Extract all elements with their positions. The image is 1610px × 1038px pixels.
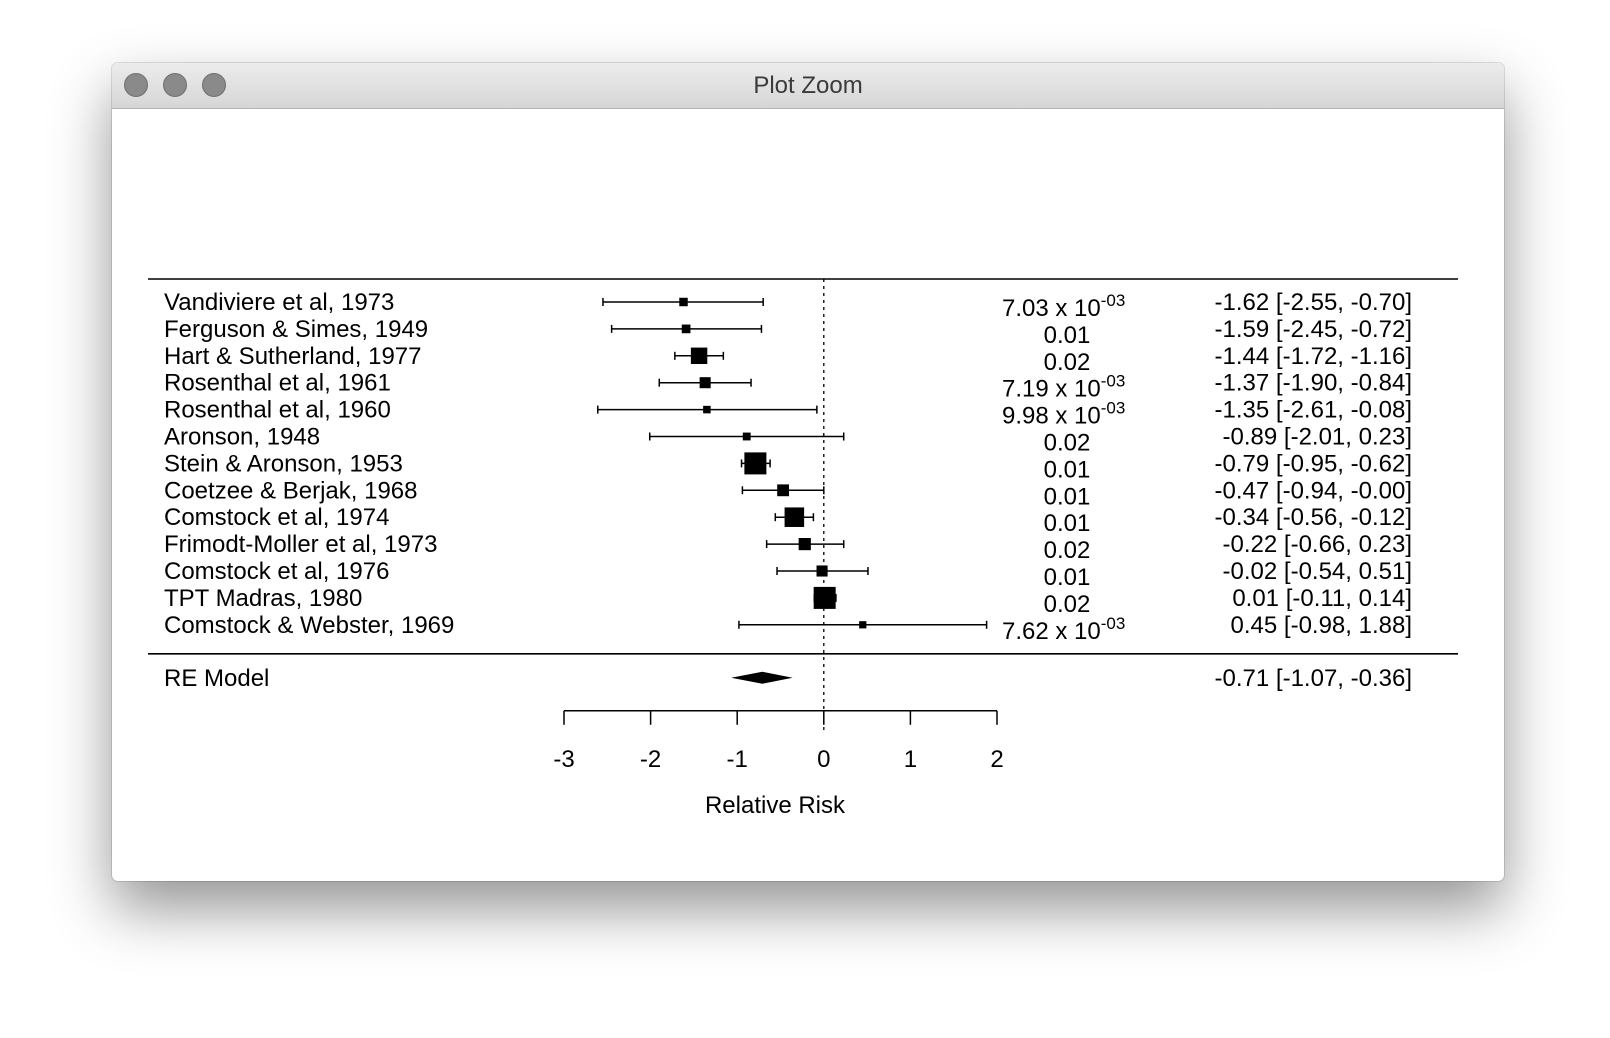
window-title: Plot Zoom	[753, 72, 863, 99]
study-label: Frimodt-Moller et al, 1973	[164, 531, 437, 558]
weight-value: 7.19 x 10-03	[1002, 372, 1125, 403]
weight-value: 0.02	[1044, 430, 1091, 457]
estimate-square	[690, 347, 708, 365]
estimate-square	[813, 586, 836, 609]
x-tick-label: 0	[817, 746, 830, 773]
estimate-square	[777, 484, 790, 497]
estimate-square	[816, 565, 828, 577]
ci-text: 0.01 [-0.11, 0.14]	[1232, 585, 1412, 612]
weight-value: 0.02	[1044, 591, 1091, 618]
weight-value: 0.01	[1044, 564, 1091, 591]
ci-text: -0.79 [-0.95, -0.62]	[1215, 450, 1412, 477]
weight-value: 0.02	[1044, 349, 1091, 376]
plot-zoom-window: Plot Zoom Vandiviere et al, 1973 7.03 x 1…	[112, 63, 1504, 881]
x-tick-label: -2	[640, 746, 661, 773]
ci-text: -0.34 [-0.56, -0.12]	[1215, 504, 1412, 531]
study-label: Comstock et al, 1974	[164, 504, 389, 531]
ci-text: -0.22 [-0.66, 0.23]	[1223, 531, 1412, 558]
study-label: Coetzee & Berjak, 1968	[164, 477, 418, 504]
estimate-square	[859, 621, 867, 629]
weight-value: 7.03 x 10-03	[1002, 291, 1125, 322]
ci-text: -0.47 [-0.94, -0.00]	[1215, 477, 1412, 504]
estimate-square	[744, 452, 767, 475]
study-label: Rosenthal et al, 1960	[164, 397, 391, 424]
study-label: Ferguson & Simes, 1949	[164, 316, 428, 343]
study-label: Aronson, 1948	[164, 424, 320, 451]
title-bar[interactable]: Plot Zoom	[112, 63, 1504, 109]
ci-text: -1.35 [-2.61, -0.08]	[1215, 397, 1412, 424]
forest-plot: Vandiviere et al, 1973 7.03 x 10-03 -1.62 …	[148, 278, 1458, 819]
x-axis-label: Relative Risk	[705, 792, 846, 819]
study-label: Comstock et al, 1976	[164, 558, 389, 585]
study-label: Comstock & Webster, 1969	[164, 612, 454, 639]
close-window-icon[interactable]	[124, 73, 148, 97]
summary-diamond	[731, 671, 793, 684]
ci-text: -1.37 [-1.90, -0.84]	[1215, 370, 1412, 397]
ci-text: -0.02 [-0.54, 0.51]	[1223, 558, 1412, 585]
estimate-square	[681, 324, 691, 334]
weight-value: 0.01	[1044, 322, 1091, 349]
estimate-square	[679, 297, 688, 307]
ci-text: 0.45 [-0.98, 1.88]	[1231, 612, 1412, 639]
study-label: Hart & Sutherland, 1977	[164, 343, 422, 370]
summary-ci-text: -0.71 [-1.07, -0.36]	[1215, 665, 1412, 692]
weight-value: 0.02	[1044, 537, 1091, 564]
estimate-square	[798, 538, 811, 551]
summary-label: RE Model	[164, 665, 269, 692]
weight-value: 9.98 x 10-03	[1002, 399, 1125, 430]
estimate-square	[784, 507, 805, 527]
ci-text: -1.62 [-2.55, -0.70]	[1215, 289, 1412, 316]
weight-value: 0.01	[1044, 456, 1091, 483]
x-tick-label: -1	[727, 746, 748, 773]
x-tick-label: 2	[990, 746, 1003, 773]
weight-value: 7.62 x 10-03	[1002, 614, 1125, 645]
x-tick-label: -3	[553, 746, 574, 773]
x-tick-label: 1	[904, 746, 917, 773]
weight-value: 0.01	[1044, 510, 1091, 537]
study-label: Rosenthal et al, 1961	[164, 370, 391, 397]
zoom-window-icon[interactable]	[202, 73, 226, 97]
study-label: TPT Madras, 1980	[164, 585, 362, 612]
estimate-square	[742, 432, 751, 441]
ci-text: -1.44 [-1.72, -1.16]	[1215, 343, 1412, 370]
estimate-square	[703, 405, 711, 414]
weight-value: 0.01	[1044, 483, 1091, 510]
ci-text: -1.59 [-2.45, -0.72]	[1215, 316, 1412, 343]
minimize-window-icon[interactable]	[163, 73, 187, 97]
study-label: Stein & Aronson, 1953	[164, 450, 403, 477]
study-label: Vandiviere et al, 1973	[164, 289, 394, 316]
ci-text: -0.89 [-2.01, 0.23]	[1223, 424, 1412, 451]
estimate-square	[699, 377, 711, 389]
